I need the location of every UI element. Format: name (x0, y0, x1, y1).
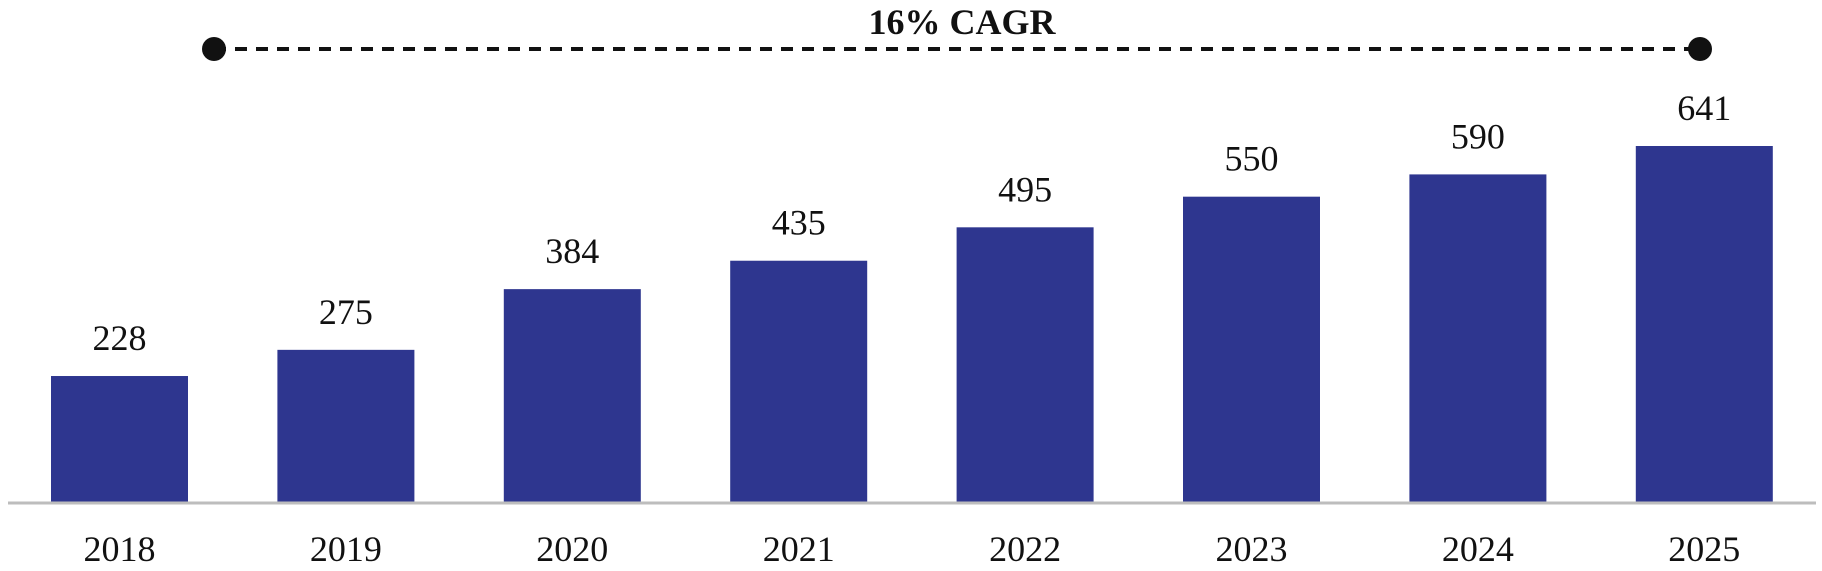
value-label-2018: 228 (93, 318, 147, 358)
value-label-2021: 435 (772, 203, 826, 243)
value-labels-group: 228 275 384 435 495 550 590 641 (93, 88, 1732, 358)
x-tick-label-2018: 2018 (84, 529, 156, 569)
bar-2025 (1635, 146, 1773, 503)
x-tick-label-2019: 2019 (310, 529, 382, 569)
x-tick-label-2024: 2024 (1442, 529, 1514, 569)
value-label-2025: 641 (1677, 88, 1731, 128)
x-tick-label-2023: 2023 (1216, 529, 1288, 569)
x-tick-label-2020: 2020 (536, 529, 608, 569)
cagr-start-dot (202, 37, 226, 61)
bars-group (51, 146, 1773, 503)
bar-2020 (503, 289, 641, 503)
x-tick-label-2022: 2022 (989, 529, 1061, 569)
cagr-end-dot (1688, 37, 1712, 61)
bar-2022 (956, 227, 1094, 503)
value-label-2020: 384 (545, 231, 599, 271)
value-label-2022: 495 (998, 169, 1052, 209)
bar-2024 (1409, 174, 1547, 503)
x-tick-labels-group: 2018 2019 2020 2021 2022 2023 2024 2025 (84, 529, 1741, 569)
value-label-2019: 275 (319, 292, 373, 332)
value-label-2024: 590 (1451, 116, 1505, 156)
cagr-annotation: 16% CAGR (202, 2, 1712, 61)
bar-2023 (1183, 196, 1320, 503)
x-tick-label-2021: 2021 (763, 529, 835, 569)
bar-2018 (51, 376, 188, 503)
cagr-label: 16% CAGR (869, 2, 1057, 42)
bar-2021 (730, 260, 868, 503)
value-label-2023: 550 (1225, 139, 1279, 179)
x-tick-label-2025: 2025 (1668, 529, 1740, 569)
bar-2019 (277, 349, 415, 503)
